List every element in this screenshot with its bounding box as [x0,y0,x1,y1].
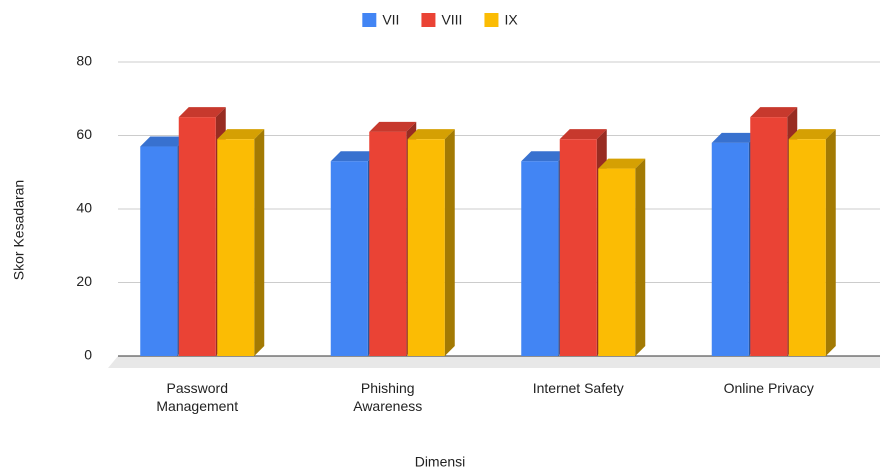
bar [711,142,749,356]
y-axis-title: Skor Kesadaran [11,180,27,280]
legend-label: IX [504,12,518,28]
x-axis-title: Dimensi [415,454,466,470]
bar-top [330,151,378,162]
legend-swatch [484,13,499,27]
bar-top [369,121,417,132]
y-tick-label: 0 [84,347,92,363]
bar-top [559,129,607,140]
legend-swatch [421,13,436,27]
y-tick-label: 40 [76,200,92,216]
bar-top [750,107,798,118]
x-tick-label: Online Privacy [723,380,814,396]
bar [750,117,788,356]
bar [521,161,559,356]
legend-label: VII [382,12,399,28]
x-tick-label: Internet Safety [532,380,624,396]
bar [330,161,368,356]
bar [788,139,826,356]
bar-top [711,132,759,143]
x-tick-label: Phishing Awareness [353,380,423,414]
bar [140,146,178,356]
bar [598,168,636,356]
bar-side [825,129,836,356]
bar-top [788,129,836,140]
bar-side [444,129,455,356]
bar-top [140,136,188,147]
bar [407,139,445,356]
bar [369,131,407,356]
bar-side [254,129,265,356]
bar-side [635,158,646,356]
bar-top [178,107,226,118]
bar-top [217,129,265,140]
legend-label: VIII [441,12,462,28]
bar-top [407,129,455,140]
y-tick-label: 80 [76,53,92,69]
bar [559,139,597,356]
bar-top [598,158,646,169]
bar [217,139,255,356]
floor [108,356,880,368]
y-tick-label: 60 [76,126,92,142]
x-tick-label: Password Management [156,380,239,414]
bar-top [521,151,569,162]
legend-swatch [362,13,377,27]
bar [178,117,216,356]
y-tick-label: 20 [76,273,92,289]
